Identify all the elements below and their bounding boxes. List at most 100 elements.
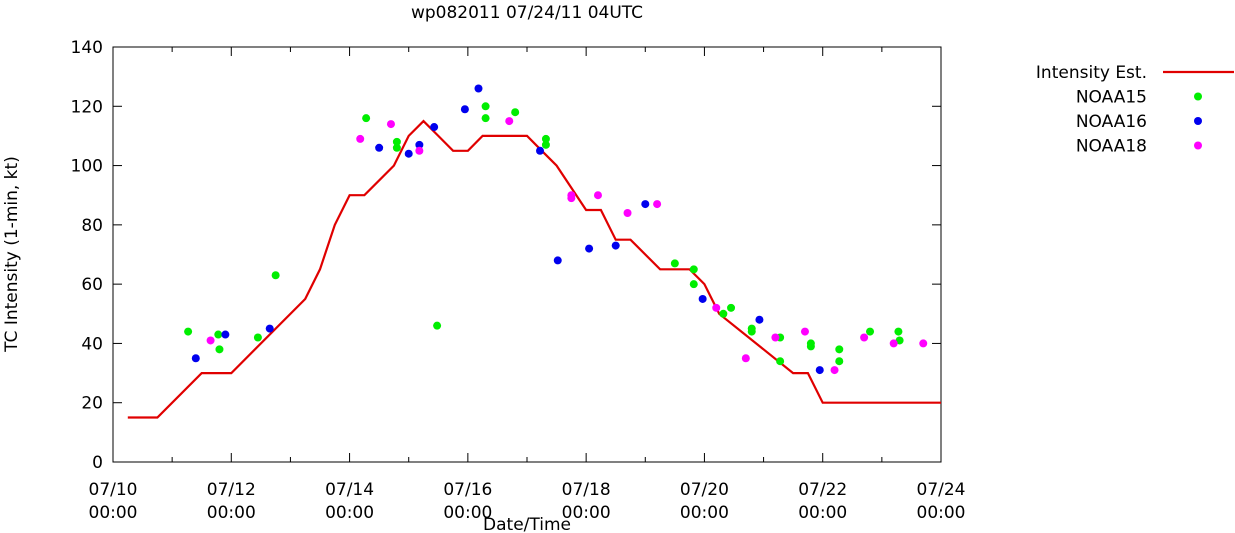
x-tick-label-time: 00:00 (325, 503, 374, 523)
y-tick-label: 80 (81, 216, 103, 236)
point-noaa15 (214, 330, 223, 339)
point-noaa18 (415, 146, 424, 155)
point-noaa15 (184, 327, 193, 336)
point-noaa18 (800, 327, 809, 336)
point-noaa16 (415, 140, 424, 149)
point-noaa16 (265, 324, 274, 333)
point-noaa15 (776, 357, 785, 366)
point-noaa15 (392, 137, 401, 146)
legend-label-intensity-est: Intensity Est. (1036, 63, 1147, 83)
point-noaa15 (433, 321, 442, 330)
point-noaa18 (919, 339, 928, 348)
point-noaa18 (623, 209, 632, 217)
point-noaa15 (215, 345, 224, 354)
y-tick-label: 120 (71, 97, 103, 117)
point-noaa18 (593, 191, 602, 200)
point-noaa15 (392, 143, 401, 152)
point-noaa16 (430, 123, 439, 132)
y-axis-label: TC Intensity (1-min, kt) (2, 156, 22, 353)
y-tick-label: 140 (71, 38, 103, 58)
point-noaa15 (689, 265, 698, 274)
point-noaa16 (221, 330, 230, 339)
legend-label-noaa16: NOAA16 (1076, 112, 1147, 132)
x-tick-label-date: 07/14 (325, 480, 374, 500)
legend-label-noaa18: NOAA18 (1076, 137, 1147, 157)
chart-title: wp082011 07/24/11 04UTC (411, 3, 643, 23)
point-noaa16 (585, 244, 594, 253)
y-tick-label: 0 (92, 453, 103, 473)
point-noaa15 (689, 280, 698, 289)
point-noaa15 (806, 342, 815, 351)
point-noaa18 (505, 117, 514, 126)
point-noaa18 (741, 354, 750, 363)
point-noaa18 (830, 366, 839, 375)
point-noaa16 (460, 105, 469, 114)
x-tick-label-date: 07/22 (798, 480, 847, 500)
y-tick-label: 100 (71, 157, 103, 177)
x-tick-label-time: 00:00 (680, 503, 729, 523)
point-noaa15 (670, 259, 679, 268)
x-tick-label-time: 00:00 (207, 503, 256, 523)
point-noaa15 (511, 108, 520, 117)
point-noaa15 (719, 309, 728, 318)
point-noaa15 (866, 327, 875, 336)
point-noaa15 (481, 102, 490, 111)
point-noaa18 (567, 191, 576, 200)
point-noaa16 (474, 84, 483, 93)
point-noaa18 (206, 336, 215, 345)
x-tick-label-time: 00:00 (917, 503, 966, 523)
point-noaa15 (362, 114, 371, 123)
point-noaa16 (536, 146, 545, 155)
legend: Intensity Est. NOAA15 NOAA16 NOAA18 (1036, 63, 1234, 157)
point-noaa16 (611, 241, 620, 250)
point-noaa15 (727, 303, 736, 312)
series-line-intensity-est (127, 119, 941, 419)
point-noaa16 (553, 256, 562, 265)
x-tick-label-time: 00:00 (89, 503, 138, 523)
point-noaa18 (386, 120, 395, 129)
plot-frame (112, 46, 942, 463)
y-tick-label: 60 (81, 275, 103, 295)
point-noaa18 (771, 333, 780, 342)
point-noaa16 (404, 149, 413, 158)
point-noaa16 (815, 366, 824, 375)
axis-layer: 0 20 40 60 80 100 120 140 07/10 00:00 07/12 00:00 07… (71, 38, 966, 523)
x-tick-label-date: 07/16 (443, 480, 492, 500)
point-noaa15 (541, 134, 550, 143)
legend-swatch-noaa16 (1194, 117, 1202, 125)
point-noaa16 (375, 143, 384, 152)
legend-swatch-noaa15 (1194, 92, 1202, 101)
x-tick-label-date: 07/18 (562, 480, 611, 500)
point-noaa16 (698, 294, 707, 303)
x-tick-label-time: 00:00 (562, 503, 611, 523)
point-noaa18 (860, 333, 869, 342)
x-tick-label-date: 07/10 (89, 480, 138, 500)
point-noaa15 (835, 357, 844, 366)
point-noaa18 (653, 200, 662, 209)
point-noaa15 (895, 336, 904, 345)
point-noaa18 (356, 134, 365, 143)
point-noaa16 (755, 315, 764, 324)
point-noaa15 (253, 333, 262, 342)
x-tick-label-date: 07/24 (917, 480, 966, 500)
y-tick-label: 20 (81, 394, 103, 414)
point-noaa15 (747, 324, 756, 333)
legend-swatch-noaa18 (1194, 141, 1202, 150)
x-tick-label-time: 00:00 (798, 503, 847, 523)
point-noaa15 (894, 327, 903, 336)
series-layer (127, 84, 941, 419)
x-tick-label-date: 07/20 (680, 480, 729, 500)
point-noaa16 (191, 354, 200, 363)
point-noaa15 (271, 271, 280, 280)
point-noaa15 (835, 345, 844, 354)
point-noaa18 (712, 303, 721, 312)
y-tick-label: 40 (81, 334, 103, 354)
x-tick-label-time: 00:00 (443, 503, 492, 523)
point-noaa16 (641, 200, 650, 209)
point-noaa18 (889, 339, 898, 348)
x-axis-label: Date/Time (483, 515, 571, 533)
legend-label-noaa15: NOAA15 (1076, 88, 1147, 108)
x-tick-label-date: 07/12 (207, 480, 256, 500)
point-noaa15 (481, 114, 490, 123)
